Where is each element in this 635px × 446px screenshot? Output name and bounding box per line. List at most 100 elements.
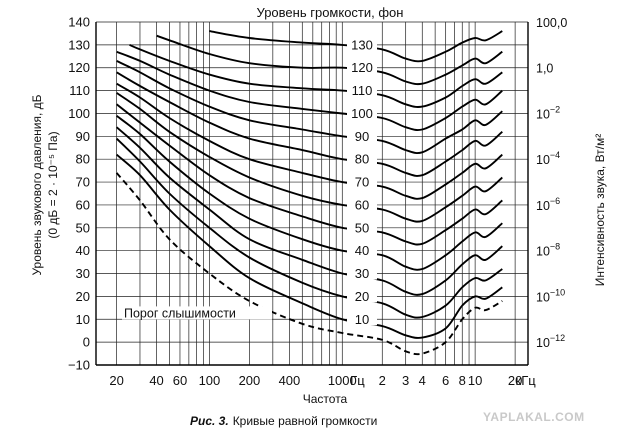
x-tick-label: 40 xyxy=(149,373,163,388)
x-tick-label: 3 xyxy=(402,373,409,388)
x-tick-label: 200 xyxy=(239,373,261,388)
chart-title: Уровень громкости, фон xyxy=(257,5,404,20)
y-tick-label-left: 60 xyxy=(76,197,90,212)
y-tick-label-left: 70 xyxy=(76,175,90,190)
loudness-curve-50-phon xyxy=(116,103,503,246)
loudness-curve-20-phon xyxy=(115,137,503,319)
loudness-curve-10-phon xyxy=(115,153,503,339)
curve-label: 100 xyxy=(351,106,373,121)
x-axis-label: Частота xyxy=(303,392,348,406)
y-tick-label-left: 30 xyxy=(76,266,90,281)
loudness-curve-110-phon xyxy=(129,44,503,108)
x-tick-label: кГц xyxy=(516,373,537,388)
curve-label-background xyxy=(347,175,377,189)
x-tick-label: 10 xyxy=(468,373,482,388)
x-tick-label: 20 xyxy=(109,373,123,388)
x-tick-label: 8 xyxy=(459,373,466,388)
y-tick-label-left: 100 xyxy=(68,106,90,121)
y-tick-label-left: 110 xyxy=(69,83,90,98)
y-tick-label-right: 10−10 xyxy=(536,287,565,304)
x-tick-label: 1000 xyxy=(328,373,357,388)
y-tick-label-right: 100,0 xyxy=(536,16,567,30)
chart-axes xyxy=(95,22,529,366)
x-tick-label: 20 xyxy=(508,373,522,388)
y-tick-label-right: 10−6 xyxy=(536,196,560,213)
curve-label: 10 xyxy=(355,312,369,327)
loudness-curve-80-phon xyxy=(116,71,503,177)
curve-label-background xyxy=(347,83,377,97)
y-tick-label-right: 10−8 xyxy=(536,242,560,259)
curve-label-background xyxy=(347,106,377,120)
y-tick-label-right: 10−12 xyxy=(536,333,565,350)
y-tick-label-right: 1,0 xyxy=(536,62,553,76)
loudness-curve-70-phon xyxy=(116,82,503,200)
y-tick-label-right: 10−4 xyxy=(536,150,560,167)
x-tick-label: 400 xyxy=(279,373,301,388)
threshold-label: Порог слышимости xyxy=(124,306,236,320)
y-tick-label-right-exponent: −10 xyxy=(550,287,565,297)
loudness-curve-100-phon xyxy=(116,50,503,131)
curve-label: 80 xyxy=(355,152,369,167)
curve-label-background xyxy=(347,312,377,326)
figure-caption: Рис. 3. Кривые равной громкости xyxy=(190,412,377,430)
curve-label: 130 xyxy=(351,37,373,52)
curve-label: 110 xyxy=(352,83,373,98)
curve-label-background xyxy=(347,289,377,303)
curve-label: 60 xyxy=(355,197,369,212)
hearing-threshold-curve xyxy=(115,172,503,356)
y-tick-label-left: 90 xyxy=(76,129,90,144)
y-axis-label-left-reference: (0 дБ = 2 · 10⁻⁵ Па) xyxy=(46,131,60,238)
y-tick-label-right-exponent: −8 xyxy=(550,242,560,252)
threshold-label-background xyxy=(122,306,272,320)
loudness-curve-30-phon xyxy=(115,126,503,296)
x-tick-label: 2 xyxy=(379,373,386,388)
y-tick-label-right: 10−2 xyxy=(536,104,560,121)
x-tick-label: 4 xyxy=(419,373,426,388)
loudness-curve-120-phon xyxy=(156,34,503,86)
x-tick-label: 60 xyxy=(173,373,187,388)
y-tick-label-left: 80 xyxy=(76,152,90,167)
y-tick-label-left: 20 xyxy=(76,289,90,304)
figure-number: Рис. 3. xyxy=(190,414,229,428)
y-tick-label-left: 50 xyxy=(76,220,90,235)
curve-label: 20 xyxy=(355,289,369,304)
y-tick-label-left: 120 xyxy=(68,60,90,75)
loudness-curve-90-phon xyxy=(116,60,503,154)
x-tick-label: 100 xyxy=(199,373,221,388)
curve-label-background xyxy=(347,37,377,51)
curve-label-background xyxy=(347,152,377,166)
y-tick-label-left: 40 xyxy=(76,243,90,258)
y-tick-label-right-exponent: −4 xyxy=(550,150,560,160)
curve-label-background xyxy=(347,243,377,257)
y-axis-label-left: Уровень звукового давления, дБ xyxy=(30,94,44,275)
y-tick-label-right-exponent: −6 xyxy=(550,196,560,206)
curve-label-background xyxy=(347,129,377,143)
y-tick-label-left: 130 xyxy=(68,37,90,52)
curve-label: 30 xyxy=(355,266,369,281)
x-tick-label: Гц xyxy=(350,373,365,388)
y-axis-label-right: Интенсивность звука, Вт/м² xyxy=(593,134,607,287)
curve-label-background xyxy=(347,220,377,234)
y-tick-label-left: 140 xyxy=(68,15,90,30)
loudness-curve-60-phon xyxy=(116,92,503,223)
loudness-curve-130-phon xyxy=(209,30,503,63)
chart-curves xyxy=(115,30,503,356)
curve-label: 120 xyxy=(351,60,373,75)
figure-caption-text: Кривые равной громкости xyxy=(232,414,378,428)
curve-label: 50 xyxy=(355,220,369,235)
curve-label: 90 xyxy=(355,129,369,144)
y-tick-label-left: 0 xyxy=(83,335,90,350)
watermark: YAPLAKAL.COM xyxy=(483,410,585,424)
x-tick-label: 6 xyxy=(442,373,449,388)
y-tick-label-right-exponent: −2 xyxy=(550,104,560,114)
curve-label: 70 xyxy=(355,175,369,190)
curve-label-background xyxy=(347,197,377,211)
curve-label: 40 xyxy=(355,243,369,258)
y-tick-label-left: −10 xyxy=(68,358,90,373)
y-tick-label-right-exponent: −12 xyxy=(550,333,565,343)
loudness-curve-40-phon xyxy=(116,115,503,271)
curve-label-background xyxy=(347,60,377,74)
curve-label-background xyxy=(347,266,377,280)
